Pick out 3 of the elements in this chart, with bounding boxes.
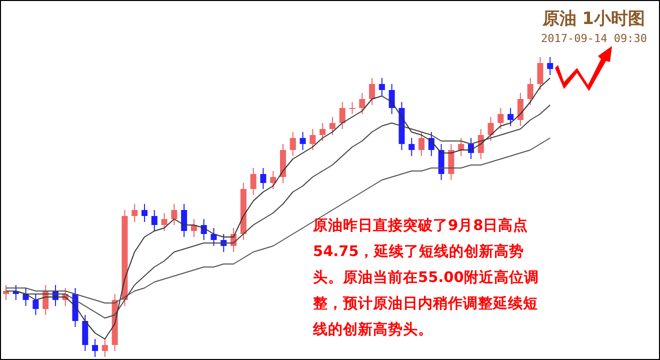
- text: 原油 1小时图: [542, 8, 645, 30]
- annotation: 原油昨日直接突破了9月8日高点54.75，延续了短线的创新高势头。原油当前在55.00附近高位调整，预计原油日内稍作调整延续短线的创新高势头。: [313, 216, 540, 340]
- text: 2017-09-14 09:30: [541, 32, 647, 45]
